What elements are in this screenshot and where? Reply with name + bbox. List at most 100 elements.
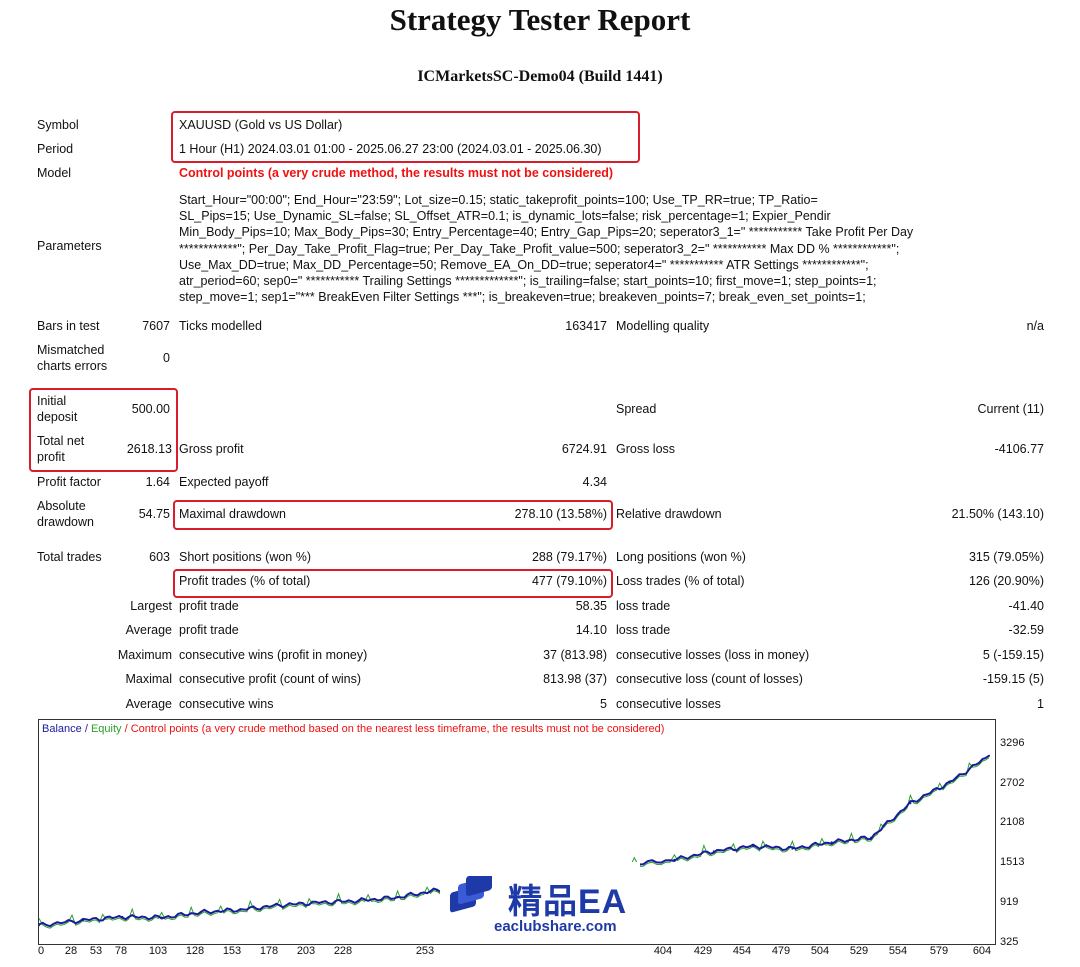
net-profit-label-2: profit: [37, 450, 65, 464]
initial-deposit-label-2: deposit: [37, 410, 78, 424]
profit-factor-label: Profit factor: [37, 475, 101, 489]
watermark-logo: [440, 862, 640, 938]
highlight-profit-trades: [173, 569, 613, 598]
balance-point: [318, 901, 320, 904]
avg-consecutive-losses-value: 1: [1037, 697, 1044, 711]
absolute-drawdown-label-2: drawdown: [37, 515, 94, 529]
balance-point: [752, 845, 755, 848]
avg-consecutive-losses-label: consecutive losses: [616, 697, 721, 711]
x-tick-label: 529: [849, 945, 869, 957]
balance-point: [909, 802, 912, 805]
gross-loss-label: Gross loss: [616, 442, 676, 456]
x-tick-label: 404: [653, 945, 673, 957]
profit-trades-value: 477 (79.10%): [531, 574, 607, 588]
legend-control-points: Control points (a very crude method base…: [130, 723, 665, 735]
x-tick-label: 28: [64, 945, 78, 957]
average-profit-label: profit trade: [179, 623, 239, 637]
y-tick-label: 1513: [1000, 856, 1025, 869]
expected-payoff-value: 4.34: [582, 475, 607, 489]
total-trades-label: Total trades: [37, 550, 102, 564]
initial-deposit-value: 500.00: [131, 402, 170, 416]
x-tick-label: 228: [333, 945, 353, 957]
x-tick-label: 504: [810, 945, 830, 957]
maximal-consecutive-loss-value: -159.15 (5): [982, 672, 1044, 686]
parameters-line: atr_period=60; sep0=" *********** Traili…: [179, 274, 877, 289]
highlight-max-drawdown: [173, 500, 613, 530]
parameters-label: Parameters: [37, 239, 102, 253]
x-tick-label: 128: [185, 945, 205, 957]
avg-consecutive-wins-value: 5: [600, 697, 607, 711]
balance-point: [712, 850, 715, 853]
long-positions-label: Long positions (won %): [616, 550, 746, 564]
long-positions-value: 315 (79.05%): [968, 550, 1044, 564]
initial-deposit-label: Initial: [37, 394, 67, 408]
max-consecutive-losses-label: consecutive losses (loss in money): [616, 648, 810, 662]
maximum-label: Maximum: [117, 648, 172, 662]
net-profit-label: Total net: [37, 434, 85, 448]
average-loss-value: -32.59: [1008, 623, 1044, 637]
maximal-label: Maximal: [125, 672, 172, 686]
ticks-label: Ticks modelled: [179, 319, 262, 333]
balance-point: [357, 899, 360, 902]
profit-factor-value: 1.64: [145, 475, 170, 489]
absolute-drawdown-label: Absolute: [37, 499, 86, 513]
gross-profit-value: 6724.91: [561, 442, 607, 456]
period-label: Period: [37, 142, 74, 156]
bars-label: Bars in test: [37, 319, 100, 333]
short-positions-label: Short positions (won %): [179, 550, 312, 564]
report-title: Strategy Tester Report: [389, 2, 691, 37]
balance-point: [38, 924, 40, 927]
mismatch-value: 0: [163, 351, 170, 365]
balance-point: [239, 908, 242, 911]
balance-point: [396, 896, 399, 899]
report-subtitle: ICMarketsSC-Demo04 (Build 1441): [417, 68, 663, 85]
largest-loss-label: loss trade: [616, 599, 671, 613]
logo-icon: [450, 876, 492, 913]
maximal-consecutive-profit-label: consecutive profit (count of wins): [179, 672, 362, 686]
x-tick-label: 579: [929, 945, 949, 957]
legend-separator: /: [81, 723, 91, 735]
largest-profit-value: 58.35: [575, 599, 607, 613]
max-consecutive-wins-value: 37 (813.98): [543, 648, 607, 662]
legend-equity: Equity: [90, 723, 122, 735]
net-profit-value: 2618.13: [126, 442, 172, 456]
balance-point: [160, 916, 163, 919]
parameters-line: ************"; Per_Day_Take_Profit_Flag=…: [179, 241, 900, 256]
x-tick-label: 253: [415, 945, 435, 957]
parameters-line: Use_Max_DD=true; Max_DD_Percentage=50; R…: [179, 257, 869, 272]
y-tick-label: 2108: [1000, 816, 1025, 829]
highlight-deposit-profit: [29, 388, 178, 472]
legend-balance: Balance: [42, 723, 82, 735]
average-consecutive-label: Average: [125, 697, 172, 711]
ticks-value: 163417: [565, 319, 607, 333]
period-value: 1 Hour (H1) 2024.03.01 01:00 - 2025.06.2…: [179, 142, 602, 156]
watermark-url: eaclubshare.com: [494, 918, 617, 935]
legend-separator: /: [121, 723, 131, 735]
x-tick-label: 0: [37, 945, 45, 957]
highlight-symbol-period: [171, 111, 640, 163]
short-positions-value: 288 (79.17%): [531, 550, 607, 564]
largest-label: Largest: [130, 599, 172, 613]
gross-profit-label: Gross profit: [179, 442, 244, 456]
average-profit-value: 14.10: [575, 623, 607, 637]
absolute-drawdown-value: 54.75: [138, 507, 170, 521]
largest-loss-value: -41.40: [1008, 599, 1044, 613]
x-tick-label: 203: [296, 945, 316, 957]
bars-value: 7607: [142, 319, 170, 333]
parameters-line: Min_Body_Pips=10; Max_Body_Pips=30; Entr…: [179, 225, 914, 240]
balance-point: [435, 889, 438, 892]
maximal-consecutive-loss-label: consecutive loss (count of losses): [616, 672, 803, 686]
max-consecutive-wins-label: consecutive wins (profit in money): [179, 648, 368, 662]
relative-drawdown-value: 21.50% (143.10): [951, 507, 1044, 521]
parameters-line: step_move=1; sep1="*** BreakEven Filter …: [179, 290, 866, 305]
maximal-drawdown-label: Maximal drawdown: [179, 507, 286, 521]
maximal-consecutive-profit-value: 813.98 (37): [543, 672, 607, 686]
balance-point: [870, 836, 872, 839]
x-tick-label: 78: [114, 945, 128, 957]
balance-point: [82, 919, 84, 922]
model-label: Model: [37, 166, 72, 180]
balance-point: [988, 754, 990, 757]
x-tick-label: 454: [732, 945, 752, 957]
x-tick-label: 554: [888, 945, 908, 957]
x-tick-label: 604: [972, 945, 992, 957]
